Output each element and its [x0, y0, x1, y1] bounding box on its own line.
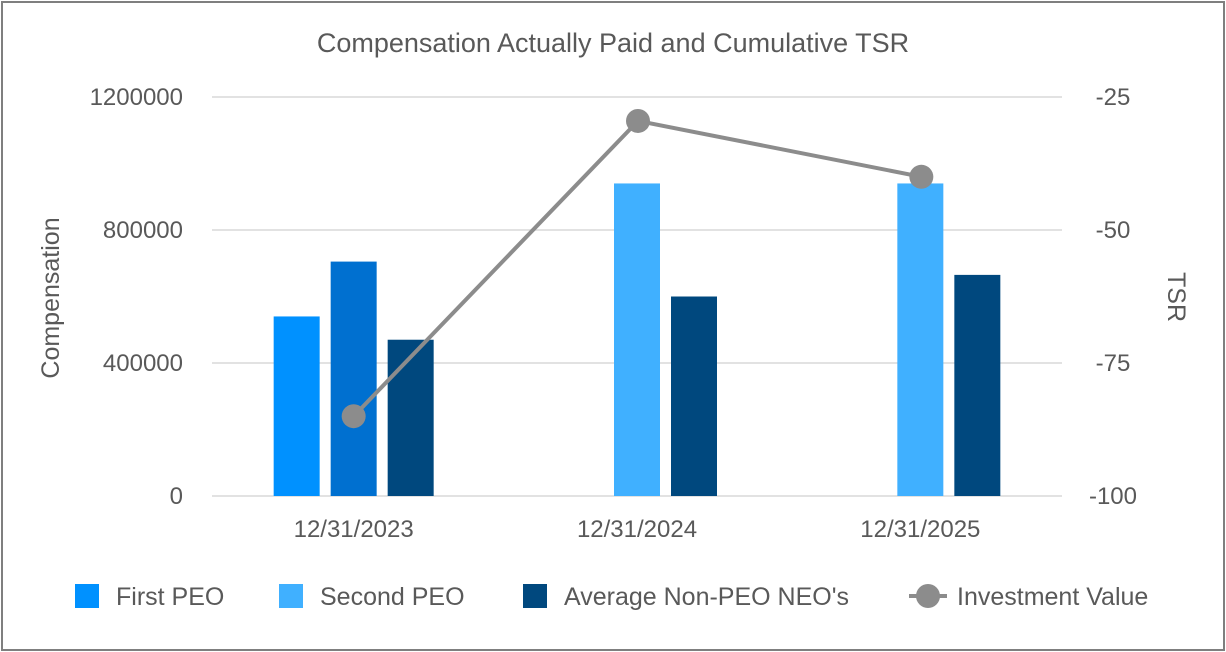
- x-tick-label: 12/31/2023: [294, 516, 414, 543]
- x-tick-label: 12/31/2024: [577, 516, 697, 543]
- x-axis-ticks: 12/31/2023 12/31/2024 12/31/2025: [294, 516, 981, 543]
- legend-label-first-peo: First PEO: [116, 583, 224, 611]
- y-tick-label: 0: [170, 483, 183, 510]
- chart-title: Compensation Actually Paid and Cumulativ…: [317, 28, 909, 58]
- tsr-point: [341, 404, 366, 429]
- y-tick-label: 400000: [103, 350, 183, 377]
- legend-swatch-average-non-peo: [523, 584, 547, 608]
- y2-tick-label: -50: [1096, 217, 1131, 244]
- y2-axis-title: TSR: [1162, 272, 1190, 322]
- y2-tick-label: -75: [1096, 350, 1131, 377]
- tsr-point: [626, 108, 650, 133]
- y-axis-ticks: 0 400000 800000 1200000: [90, 84, 183, 510]
- legend-label-second-peo: Second PEO: [320, 583, 465, 611]
- bar-average-non-peo-neo-s: [387, 339, 434, 496]
- legend-label-average-non-peo: Average Non-PEO NEO's: [564, 583, 849, 611]
- bar-second-peo: [614, 183, 660, 496]
- y2-tick-label: -25: [1096, 84, 1131, 111]
- bars: [273, 183, 1001, 496]
- bar-average-non-peo-neo-s: [954, 274, 1001, 496]
- tsr-line: [341, 108, 934, 429]
- legend-label-investment-value: Investment Value: [957, 583, 1148, 611]
- y2-tick-label: -100: [1089, 483, 1137, 510]
- y-axis-title: Compensation: [37, 217, 65, 378]
- y2-axis-ticks: -100 -75 -50 -25: [1089, 84, 1137, 510]
- tsr-point: [909, 164, 934, 189]
- bar-second-peo-2023-bar-: [330, 261, 377, 496]
- legend: First PEO Second PEO Average Non-PEO NEO…: [75, 583, 1148, 611]
- legend-swatch-first-peo: [75, 584, 99, 608]
- legend-marker-investment-value: [916, 584, 940, 608]
- y-tick-label: 800000: [103, 217, 183, 244]
- bar-first-peo: [273, 316, 320, 496]
- x-tick-label: 12/31/2025: [860, 516, 980, 543]
- bar-second-peo: [897, 183, 944, 496]
- bar-average-non-peo-neo-s: [671, 296, 717, 496]
- legend-swatch-second-peo: [279, 584, 303, 608]
- y-tick-label: 1200000: [90, 84, 183, 111]
